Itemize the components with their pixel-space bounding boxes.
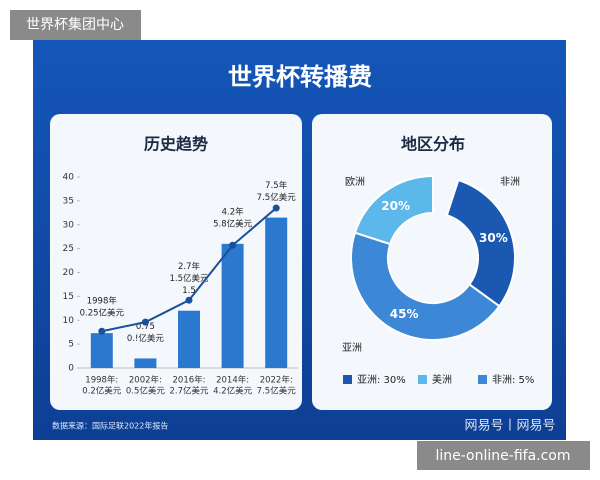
y-tick-label: 5 [68, 340, 74, 350]
y-tick-label: 20 [63, 268, 75, 278]
value-label: 30% [479, 231, 508, 245]
annotation: 0.75 [136, 322, 155, 332]
bar [265, 217, 288, 368]
line-point [229, 241, 237, 249]
y-tick-label: 0 [68, 364, 74, 374]
annotation: 7.5年 [265, 180, 288, 191]
line-point [98, 327, 106, 335]
annotation: 0.!亿美元 [127, 333, 165, 344]
legend-label: 亚洲: 30% [357, 374, 406, 386]
y-tick-label: 15 [63, 292, 74, 302]
annotation: 1.5 [182, 286, 196, 296]
annotation: 0.25亿美元 [80, 308, 125, 319]
annotation: 1.5亿美元 [169, 273, 209, 284]
url-label: line-online-fifa.com [435, 448, 570, 464]
annotation: 1998年 [87, 296, 118, 307]
legend-swatch [478, 375, 487, 384]
bar [134, 358, 157, 368]
panel-title: 地区分布 [401, 135, 465, 154]
y-tick-label: 40 [63, 173, 75, 183]
line-point [141, 318, 149, 326]
panel [50, 114, 302, 410]
legend-swatch [343, 375, 352, 384]
panel-title: 历史趋势 [144, 135, 208, 154]
x-tick-label: 2014年: [216, 375, 249, 386]
line-point [185, 296, 193, 304]
watermark: 网易号丨网易号 [464, 419, 555, 434]
x-tick-label: 7.5亿美元 [257, 386, 297, 397]
bar [178, 310, 200, 368]
x-tick-label: 2016年: [173, 375, 206, 386]
legend-label: 美洲 [432, 373, 452, 386]
x-tick-label: 2022年: [260, 375, 293, 386]
title: 世界杯转播费 [228, 63, 372, 91]
y-tick-label: 10 [63, 316, 75, 326]
category-label: 欧洲 [345, 176, 365, 188]
x-tick-label: 0.5亿美元 [126, 386, 166, 397]
y-tick-label: 35 [63, 196, 74, 206]
overlay-box [10, 10, 141, 40]
donut-slice [350, 231, 501, 341]
url-box [417, 441, 590, 470]
value-label: 45% [390, 307, 419, 321]
line-point [272, 204, 280, 212]
annotation: 5.8亿美元 [213, 218, 253, 229]
donut-slice [445, 178, 516, 308]
x-tick-label: 0.2亿美元 [82, 386, 122, 397]
y-tick-label: 25 [63, 244, 74, 254]
value-label: 20% [381, 199, 410, 213]
panel [312, 114, 552, 410]
category-label: 亚洲 [342, 342, 362, 354]
bar [90, 333, 113, 368]
legend-swatch [418, 375, 427, 384]
legend-label: 非洲: 5% [492, 374, 534, 386]
category-label: 非洲 [500, 176, 520, 188]
annotation: 7.5亿美元 [257, 192, 297, 203]
x-tick-label: 2002年: [129, 375, 162, 386]
y-tick-label: 30 [63, 220, 75, 230]
overlay-label: 世界杯集团中心 [26, 16, 124, 33]
x-tick-label: 1998年: [85, 375, 118, 386]
annotation: 2.7年 [178, 261, 201, 272]
bar [221, 243, 244, 368]
donut-slice [353, 174, 434, 246]
source: 数据来源：国际足联2022年报告 [52, 421, 168, 431]
x-tick-label: 4.2亿美元 [213, 386, 253, 397]
annotation: 4.2年 [222, 206, 245, 217]
x-tick-label: 2.7亿美元 [169, 386, 209, 397]
